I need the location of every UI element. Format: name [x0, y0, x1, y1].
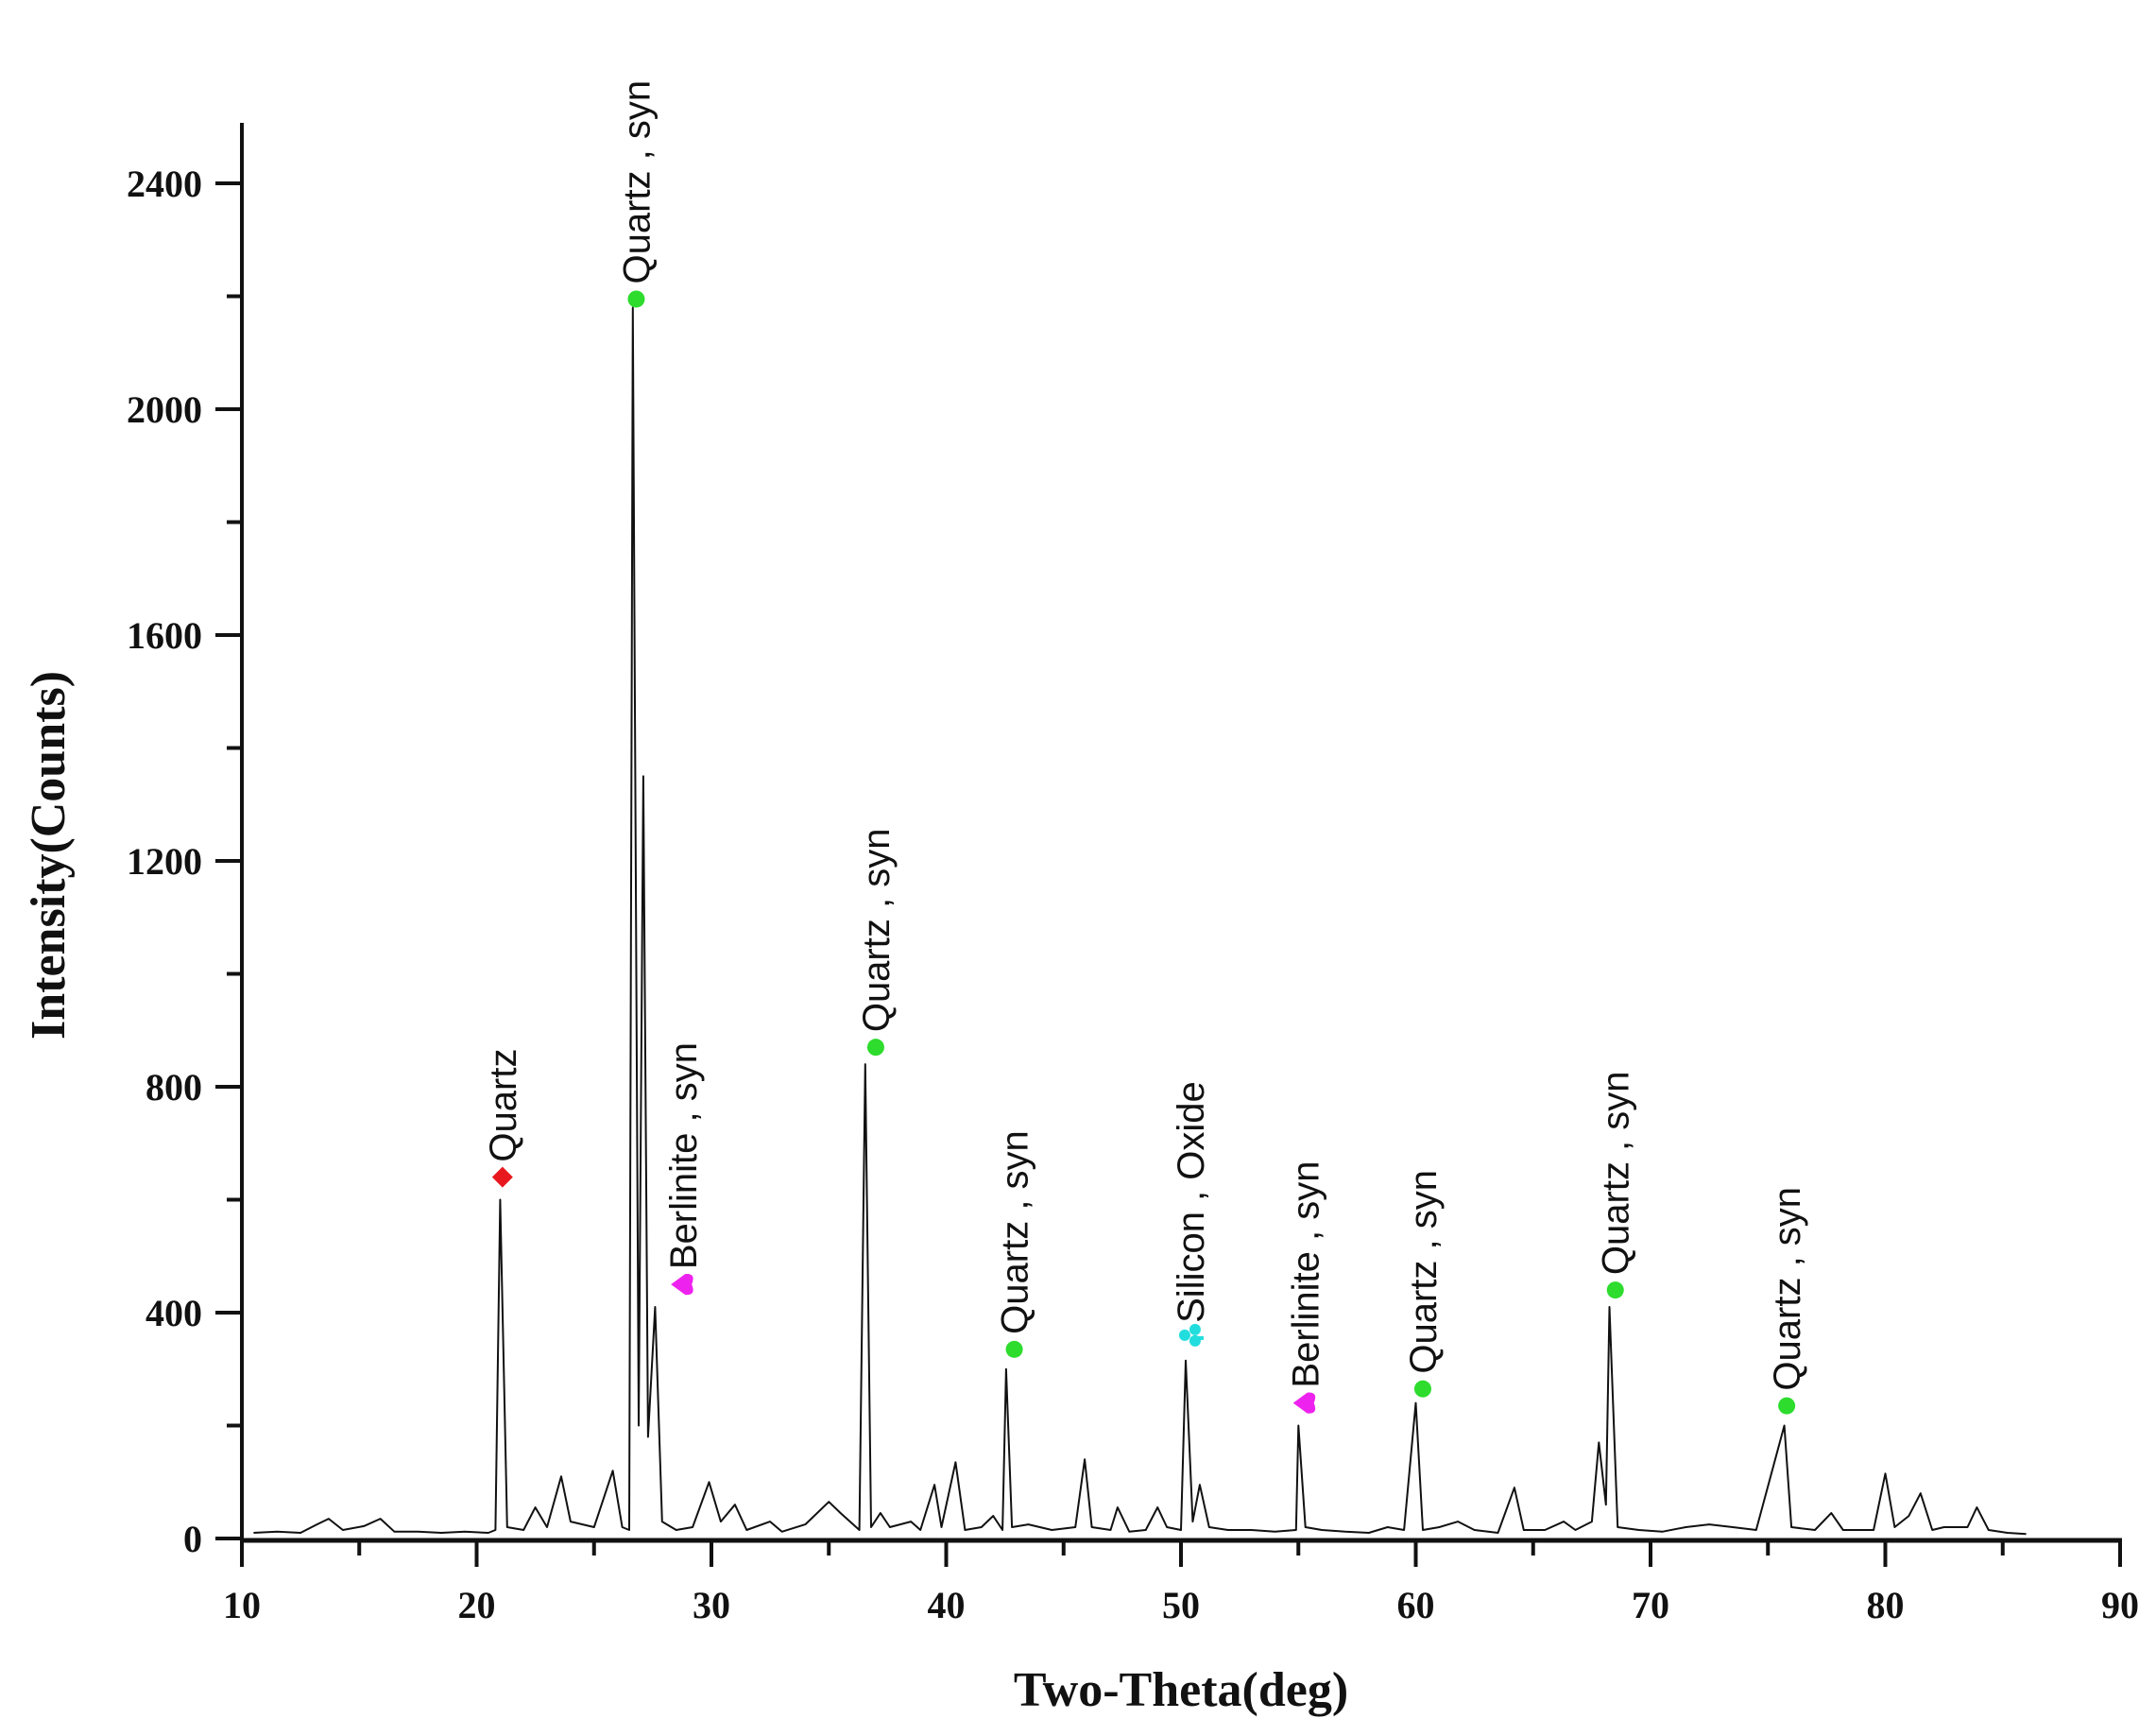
circle-marker-icon	[866, 1039, 884, 1057]
y-tick-label: 2400	[127, 163, 202, 205]
x-tick-label: 10	[223, 1584, 261, 1626]
peak-label: Quartz	[483, 1049, 524, 1162]
peak-label: Quartz , syn	[1767, 1187, 1808, 1391]
peak-label: Silicon , Oxide	[1171, 1081, 1212, 1323]
x-tick-label: 20	[458, 1584, 496, 1626]
peak-annotation: Berlinite , syn	[1286, 1160, 1327, 1414]
heart-marker-icon	[671, 1274, 693, 1296]
club-marker-icon	[1191, 1335, 1204, 1340]
xrd-trace-line	[253, 306, 2027, 1536]
x-tick-label: 30	[693, 1584, 730, 1626]
club-marker-icon	[1189, 1323, 1201, 1335]
club-marker-icon	[1178, 1329, 1190, 1341]
x-tick-label: 90	[2101, 1584, 2139, 1626]
peak-label: Quartz , syn	[995, 1130, 1036, 1334]
peak-annotation: Quartz	[483, 1049, 524, 1188]
peak-annotations: Quartz Quartz , syn Berlinite , syn Quartz …	[483, 80, 1808, 1415]
peak-annotation: Berlinite , syn	[663, 1042, 705, 1296]
peak-label: Quartz , syn	[856, 829, 898, 1033]
peak-label: Quartz , syn	[1596, 1071, 1637, 1275]
x-tick-label: 40	[928, 1584, 966, 1626]
peak-annotation: Silicon , Oxide	[1171, 1081, 1212, 1347]
circle-marker-icon	[1413, 1380, 1431, 1398]
peak-annotation: Quartz , syn	[1596, 1071, 1637, 1299]
peak-annotation: Quartz , syn	[616, 80, 658, 308]
circle-marker-icon	[1606, 1281, 1624, 1299]
y-axis-title: Intensity(Counts)	[22, 671, 76, 1040]
y-axis: 0 400 800 1200 1600 2000 2400	[127, 123, 244, 1560]
y-tick-label: 0	[183, 1518, 202, 1560]
peak-label: Quartz , syn	[616, 80, 658, 284]
circle-marker-icon	[1005, 1340, 1023, 1358]
circle-marker-icon	[627, 290, 645, 308]
y-tick-label: 800	[145, 1066, 202, 1109]
peak-label: Quartz , syn	[1403, 1170, 1445, 1374]
peak-label: Berlinite , syn	[663, 1042, 705, 1269]
peak-annotation: Quartz , syn	[995, 1130, 1036, 1358]
x-axis: 10 20 30 40 50 60 70 80 90	[223, 1538, 2139, 1626]
peak-annotation: Quartz , syn	[1403, 1170, 1445, 1398]
y-tick-label: 2000	[127, 388, 202, 431]
y-tick-label: 1200	[127, 840, 202, 883]
x-tick-label: 50	[1162, 1584, 1200, 1626]
heart-marker-icon	[1292, 1392, 1316, 1414]
peak-annotation: Quartz , syn	[1767, 1187, 1808, 1415]
y-tick-label: 400	[145, 1292, 202, 1334]
circle-marker-icon	[1778, 1397, 1796, 1415]
peak-annotation: Quartz , syn	[856, 829, 898, 1057]
x-tick-label: 80	[1867, 1584, 1905, 1626]
diamond-marker-icon	[491, 1166, 513, 1188]
peak-label: Berlinite , syn	[1286, 1160, 1327, 1387]
x-axis-title: Two-Theta(deg)	[1014, 1663, 1348, 1717]
x-tick-label: 60	[1397, 1584, 1435, 1626]
x-tick-label: 70	[1632, 1584, 1669, 1626]
y-tick-label: 1600	[127, 614, 202, 657]
